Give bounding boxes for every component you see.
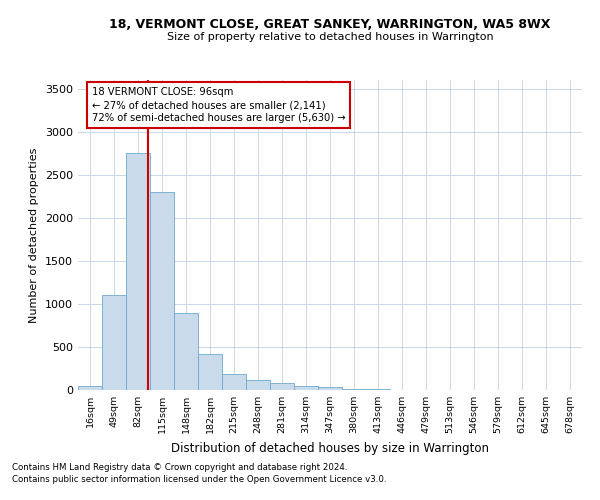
X-axis label: Distribution of detached houses by size in Warrington: Distribution of detached houses by size …: [171, 442, 489, 454]
Bar: [198, 354, 222, 390]
Bar: [342, 388, 366, 390]
Bar: [246, 380, 270, 390]
Text: 18, VERMONT CLOSE, GREAT SANKEY, WARRINGTON, WA5 8WX: 18, VERMONT CLOSE, GREAT SANKEY, WARRING…: [109, 18, 551, 30]
Text: 18 VERMONT CLOSE: 96sqm
← 27% of detached houses are smaller (2,141)
72% of semi: 18 VERMONT CLOSE: 96sqm ← 27% of detache…: [92, 87, 346, 124]
Bar: [150, 192, 174, 390]
Bar: [366, 389, 390, 390]
Bar: [174, 312, 198, 390]
Bar: [270, 383, 294, 390]
Bar: [222, 374, 246, 390]
Bar: [126, 153, 150, 390]
Text: Contains public sector information licensed under the Open Government Licence v3: Contains public sector information licen…: [12, 475, 386, 484]
Y-axis label: Number of detached properties: Number of detached properties: [29, 148, 40, 322]
Bar: [78, 386, 102, 390]
Text: Contains HM Land Registry data © Crown copyright and database right 2024.: Contains HM Land Registry data © Crown c…: [12, 464, 347, 472]
Text: Size of property relative to detached houses in Warrington: Size of property relative to detached ho…: [167, 32, 493, 42]
Bar: [294, 386, 318, 390]
Bar: [318, 388, 342, 390]
Bar: [102, 296, 126, 390]
